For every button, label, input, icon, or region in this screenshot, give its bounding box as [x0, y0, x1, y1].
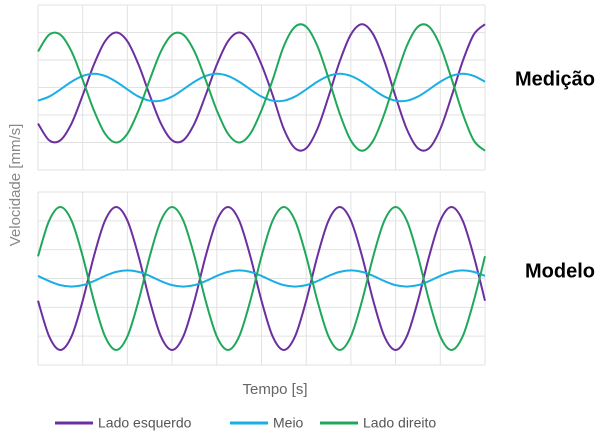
- legend-label: Lado esquerdo: [98, 415, 192, 431]
- series-line: [37, 23, 486, 152]
- series-line: [37, 23, 486, 152]
- x-axis-label: Tempo [s]: [242, 381, 307, 398]
- panel-title: Modelo: [525, 260, 595, 282]
- panel-title: Medição: [515, 68, 595, 90]
- series-line: [37, 72, 486, 103]
- y-axis-label: Velocidade [mm/s]: [7, 124, 24, 247]
- series-line: [37, 269, 486, 288]
- legend-label: Lado direito: [363, 415, 436, 431]
- legend-label: Meio: [273, 415, 304, 431]
- series-line: [37, 205, 486, 352]
- series-line: [37, 205, 486, 352]
